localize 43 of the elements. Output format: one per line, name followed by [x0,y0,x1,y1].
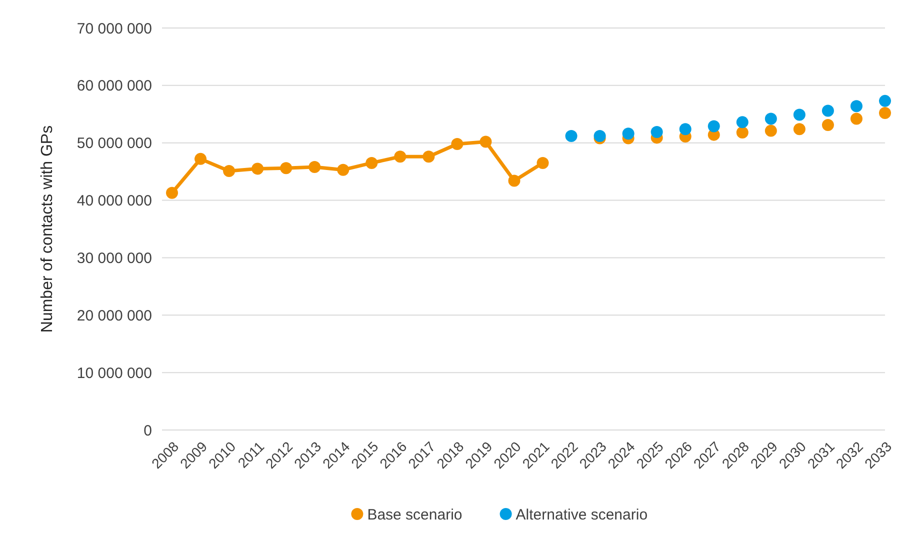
point [394,150,406,163]
y-tick-label: 20 000 000 [76,307,152,324]
point [764,112,777,125]
y-axis-title: Number of contacts with GPs [39,125,56,333]
point [280,162,292,174]
point [480,136,492,148]
point [679,123,692,136]
legend-label: Alternative scenario [516,506,648,524]
point [850,100,862,112]
point [536,156,549,169]
y-tick-label: 40 000 000 [76,192,152,210]
point [366,156,378,169]
point [879,106,891,119]
point [736,126,748,139]
y-tick-label: 30 000 000 [76,250,152,267]
point [252,162,264,175]
point [508,174,520,187]
point [708,120,720,132]
y-tick-label: 0 [144,422,152,440]
point [308,160,321,173]
y-tick-label: 60 000 000 [76,78,152,95]
y-tick-label: 10 000 000 [76,364,152,382]
point [764,124,777,137]
point [736,116,748,128]
point [194,152,207,165]
y-tick-label: 50 000 000 [76,135,152,152]
point [822,104,834,117]
point [822,119,834,132]
legend-label: Base scenario [367,506,462,524]
point [422,150,435,163]
point [793,108,806,121]
point [879,94,891,107]
point [793,123,806,136]
point [622,128,634,140]
point [451,138,464,150]
point [223,164,236,177]
point [850,112,862,125]
point [166,186,178,199]
point [565,130,578,142]
point [650,126,663,138]
point [594,130,606,142]
y-tick-label: 70 000 000 [76,20,152,38]
point [337,164,350,176]
